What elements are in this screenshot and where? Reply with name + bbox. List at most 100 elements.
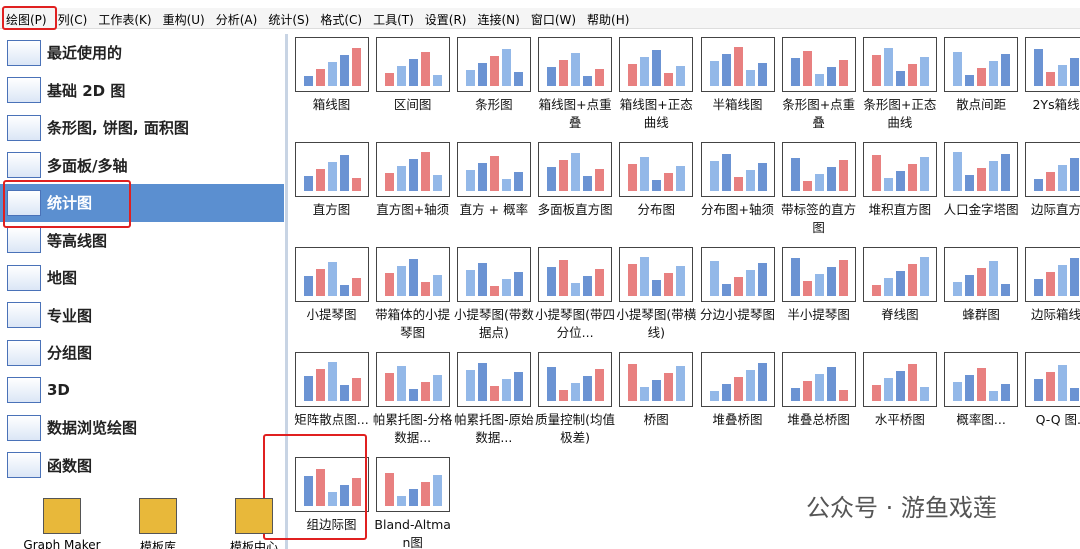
thumbnail-shape xyxy=(919,387,929,401)
plot-tile[interactable]: 半小提琴图 xyxy=(778,247,859,324)
plot-tile[interactable]: 边际箱线图 xyxy=(1022,247,1080,324)
thumbnail-shape xyxy=(733,377,743,401)
thumbnail-shape xyxy=(790,158,800,191)
plot-tile[interactable]: 堆叠桥图 xyxy=(697,352,778,429)
plot-label: 概率图... xyxy=(956,412,1006,427)
plot-tile[interactable]: 半箱线图 xyxy=(697,37,778,114)
category-item[interactable]: 多面板/多轴 xyxy=(0,147,284,185)
menu-item[interactable]: 重构(U) xyxy=(162,13,205,27)
category-item[interactable]: 地图 xyxy=(0,259,284,297)
thumbnail-shape xyxy=(432,275,442,296)
plot-label: 矩阵散点图... xyxy=(294,412,369,427)
thumbnail-shape xyxy=(989,261,999,296)
plot-label: 条形图+点重叠 xyxy=(782,97,856,130)
plot-thumbnail xyxy=(375,142,450,197)
menu-item[interactable]: 设置(R) xyxy=(424,13,467,27)
plot-tile[interactable]: 2Ys箱线图 xyxy=(1022,37,1080,114)
menu-item[interactable]: 帮助(H) xyxy=(587,13,630,27)
category-item[interactable]: 最近使用的 xyxy=(0,34,284,72)
category-icon xyxy=(7,264,41,291)
category-item[interactable]: 条形图, 饼图, 面积图 xyxy=(0,109,284,147)
thumbnail-art xyxy=(465,363,523,401)
plot-tile[interactable]: 直方图 xyxy=(291,142,372,219)
plot-tile[interactable]: 边际直方图 xyxy=(1022,142,1080,219)
plot-tile[interactable]: 箱线图+点重叠 xyxy=(535,37,616,132)
plot-tile[interactable]: 小提琴图(带数据点) xyxy=(453,247,534,342)
plot-tile[interactable]: 直方图+轴须 xyxy=(372,142,453,219)
menu-item[interactable]: 连接(N) xyxy=(477,13,520,27)
plot-tile[interactable]: 概率图... xyxy=(941,352,1022,429)
plot-tile[interactable]: 水平桥图 xyxy=(859,352,940,429)
category-item[interactable]: 3D xyxy=(0,372,284,410)
thumbnail-shape xyxy=(745,270,755,296)
plot-tile[interactable]: 分布图+轴须 xyxy=(697,142,778,219)
plot-tile[interactable]: Q-Q 图... xyxy=(1022,352,1080,429)
category-item[interactable]: 函数图 xyxy=(0,447,284,485)
menu-item[interactable]: 列(C) xyxy=(57,13,88,27)
category-item[interactable]: 基础 2D 图 xyxy=(0,72,284,110)
thumbnail-shape xyxy=(709,161,719,191)
thumbnail-shape xyxy=(571,383,581,401)
plot-tile[interactable]: 带标签的直方图 xyxy=(778,142,859,237)
menu-item[interactable]: 分析(A) xyxy=(215,13,258,27)
plot-tile[interactable]: 蜂群图 xyxy=(941,247,1022,324)
thumbnail-shape xyxy=(501,49,511,86)
menu-item[interactable]: 格式(C) xyxy=(320,13,363,27)
thumbnail-shape xyxy=(396,166,406,191)
plot-label: 小提琴图(带数据点) xyxy=(453,307,534,340)
plot-tile[interactable]: 散点间距 xyxy=(941,37,1022,114)
thumbnail-shape xyxy=(1001,54,1011,86)
plot-tile[interactable]: 带箱体的小提琴图 xyxy=(372,247,453,342)
menu-item[interactable]: 工作表(K) xyxy=(98,13,152,27)
plot-tile[interactable]: 小提琴图(带横线) xyxy=(616,247,697,342)
category-item[interactable]: 数据浏览绘图 xyxy=(0,409,284,447)
plot-tile[interactable]: 矩阵散点图... xyxy=(291,352,372,429)
menu-item[interactable]: 统计(S) xyxy=(268,13,310,27)
plot-tile[interactable]: 条形图 xyxy=(453,37,534,114)
thumbnail-shape xyxy=(709,261,719,296)
plot-tile[interactable]: 箱线图+正态曲线 xyxy=(616,37,697,132)
plot-tile[interactable]: 帕累托图-原始数据... xyxy=(453,352,534,447)
plot-tile[interactable]: 帕累托图-分格数据... xyxy=(372,352,453,447)
plot-tile[interactable]: 直方 + 概率 xyxy=(453,142,534,219)
plot-tile[interactable]: 人口金字塔图 xyxy=(941,142,1022,219)
category-item[interactable]: 统计图 xyxy=(0,184,284,222)
toolbar-button[interactable]: 模板库 xyxy=(118,498,198,549)
menu-item[interactable]: 绘图(P) xyxy=(6,13,47,27)
plot-tile[interactable]: 条形图+点重叠 xyxy=(778,37,859,132)
plot-tile[interactable]: 脊线图 xyxy=(859,247,940,324)
thumbnail-shape xyxy=(814,74,824,86)
plot-tile[interactable]: 堆叠总桥图 xyxy=(778,352,859,429)
thumbnail-shape xyxy=(953,152,963,191)
plot-tile[interactable]: Bland-Altman图 xyxy=(372,457,453,549)
plot-tile[interactable]: 区间图 xyxy=(372,37,453,114)
plot-tile[interactable]: 堆积直方图 xyxy=(859,142,940,219)
thumbnail-shape xyxy=(802,281,812,296)
plot-tile[interactable]: 小提琴图 xyxy=(291,247,372,324)
plot-tile[interactable]: 条形图+正态曲线 xyxy=(859,37,940,132)
plot-label: 分布图 xyxy=(637,202,676,217)
plot-tile[interactable]: 箱线图 xyxy=(291,37,372,114)
plot-tile[interactable]: 桥图 xyxy=(616,352,697,429)
category-icon xyxy=(7,339,41,366)
thumbnail-shape xyxy=(1058,65,1068,86)
category-item[interactable]: 分组图 xyxy=(0,334,284,372)
watermark: 公众号 · 游鱼戏莲 xyxy=(806,494,997,522)
thumbnail-shape xyxy=(595,169,605,191)
toolbar-button[interactable]: Graph Maker xyxy=(22,498,102,549)
category-label: 统计图 xyxy=(47,194,93,213)
category-item[interactable]: 专业图 xyxy=(0,297,284,335)
toolbar-button[interactable]: 模板中心 xyxy=(214,498,294,549)
plot-tile[interactable]: 分边小提琴图 xyxy=(697,247,778,324)
plot-thumbnail xyxy=(862,142,937,197)
plot-label: 2Ys箱线图 xyxy=(1032,97,1080,112)
menu-item[interactable]: 工具(T) xyxy=(373,13,414,27)
plot-tile[interactable]: 质量控制(均值极差) xyxy=(535,352,616,447)
menu-item[interactable]: 窗口(W) xyxy=(530,13,577,27)
plot-tile[interactable]: 组边际图 xyxy=(291,457,372,534)
plot-tile[interactable]: 多面板直方图 xyxy=(535,142,616,219)
thumbnail-shape xyxy=(989,161,999,191)
plot-tile[interactable]: 小提琴图(带四分位... xyxy=(535,247,616,342)
plot-label: 条形图+正态曲线 xyxy=(863,97,937,130)
plot-tile[interactable]: 分布图 xyxy=(616,142,697,219)
